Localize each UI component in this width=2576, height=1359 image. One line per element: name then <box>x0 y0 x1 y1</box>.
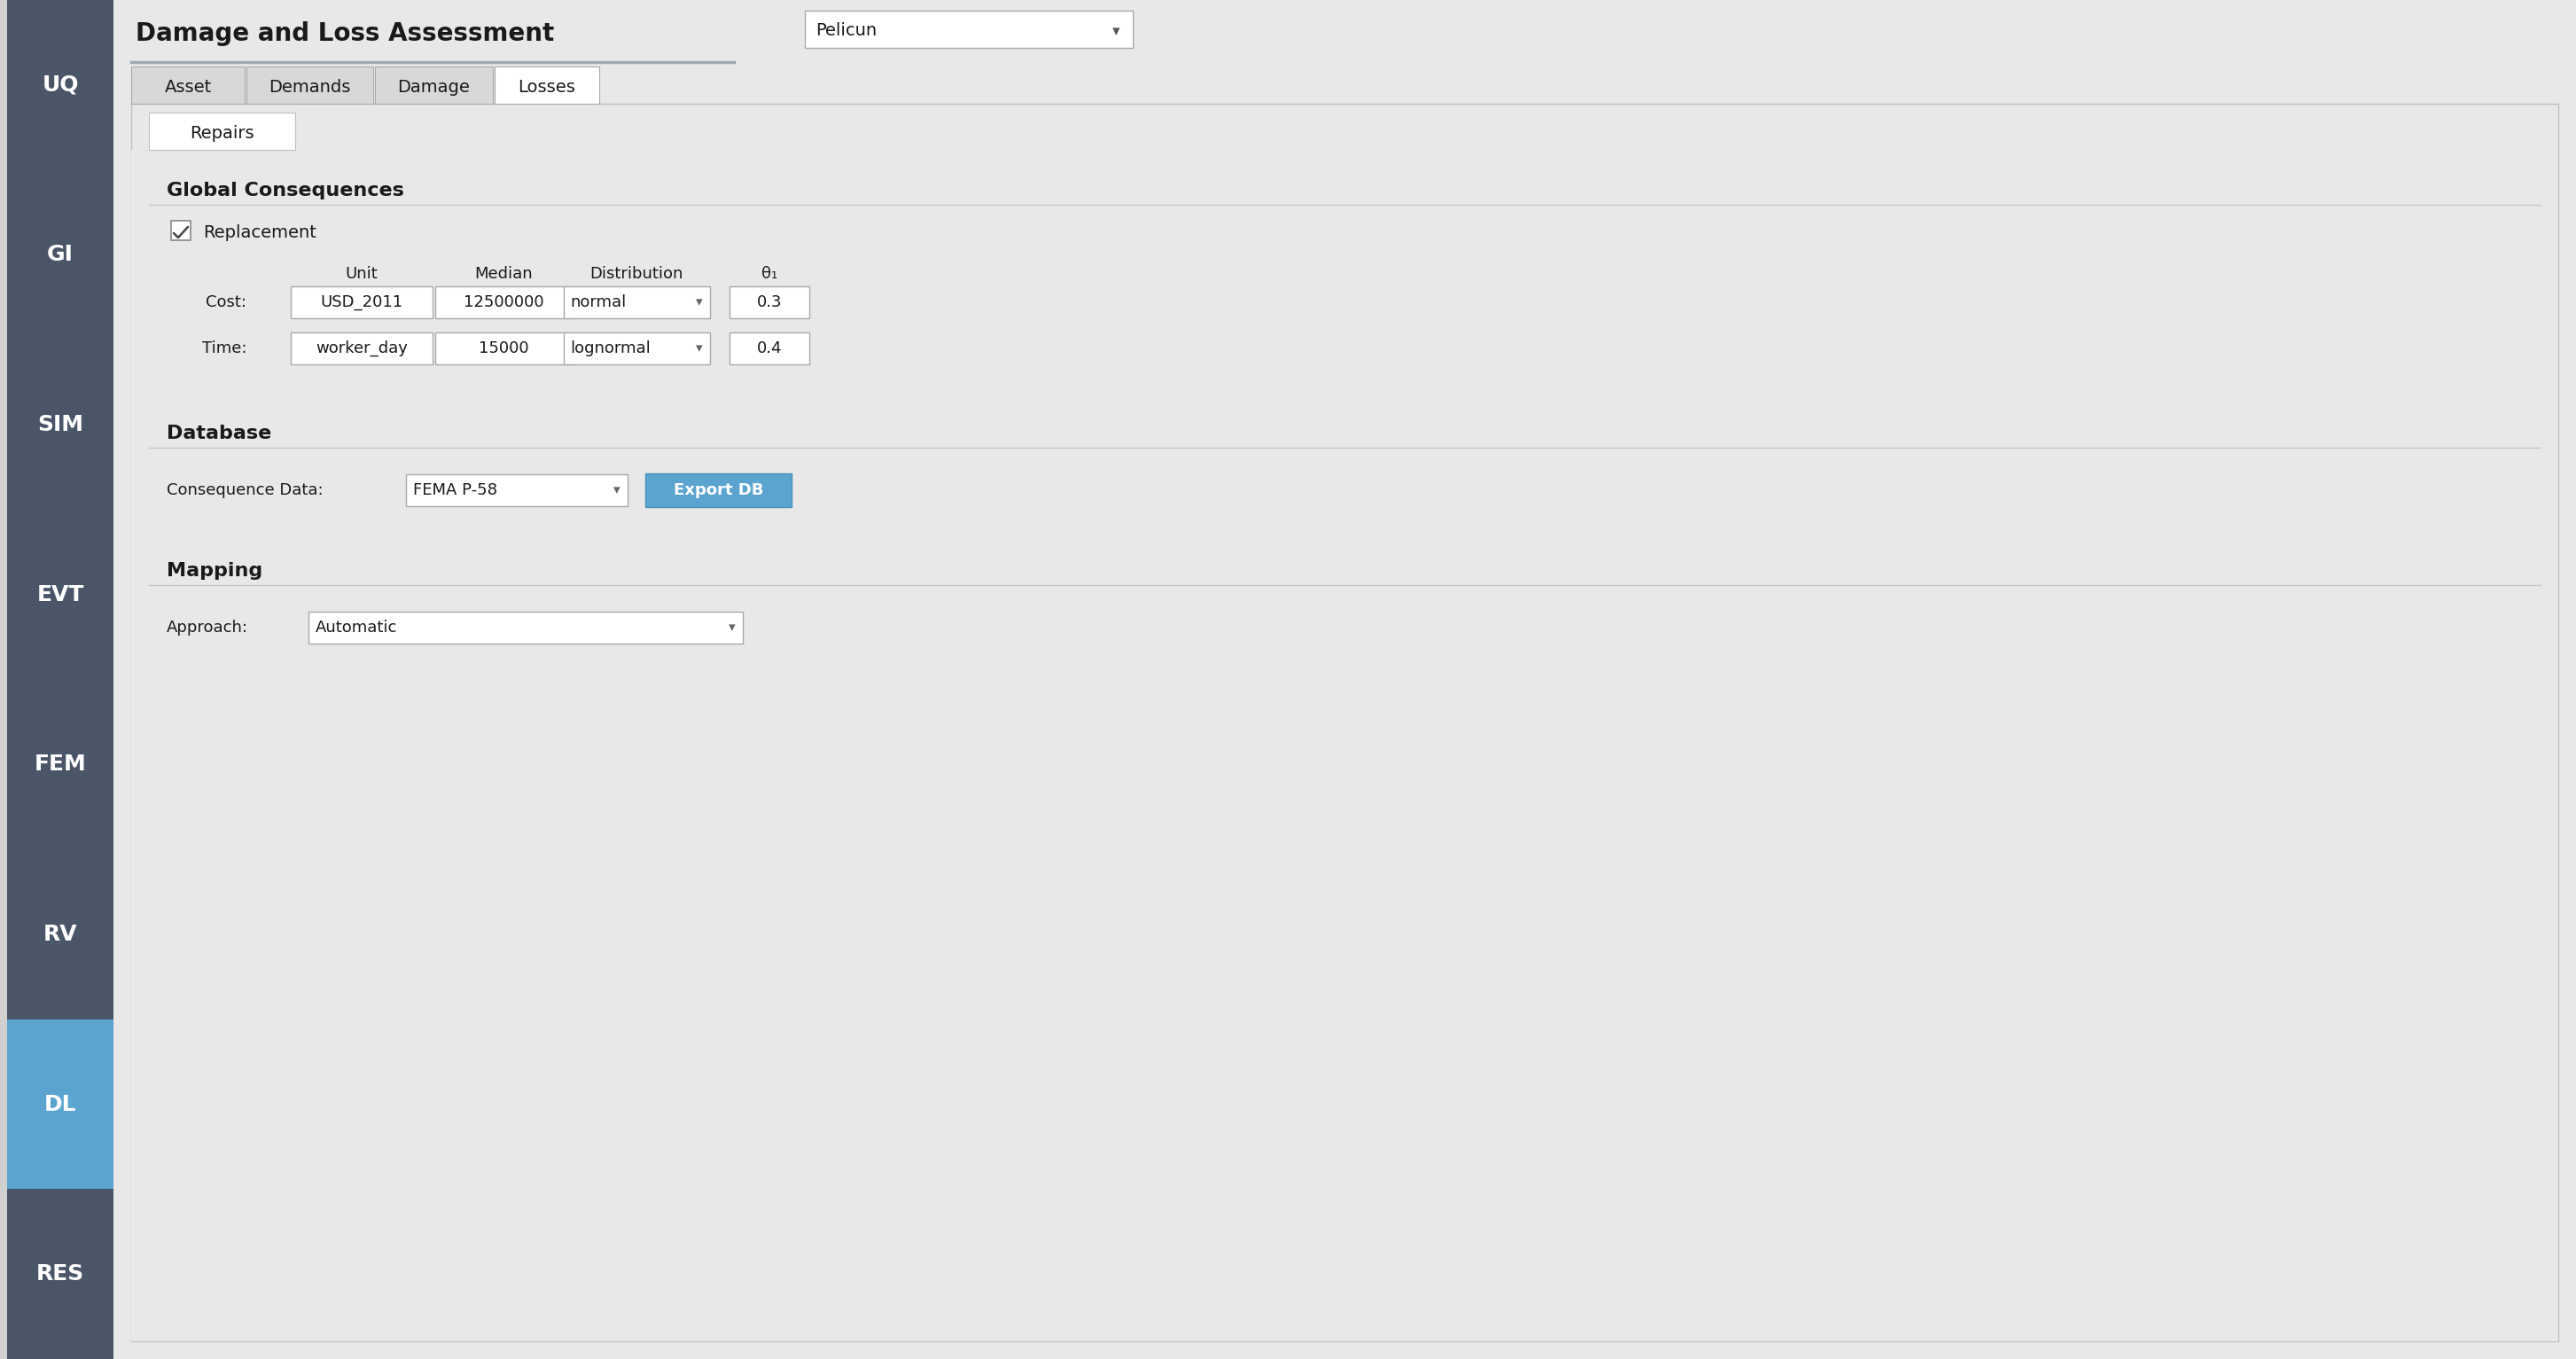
Text: worker_day: worker_day <box>317 340 407 356</box>
Bar <box>131 67 245 103</box>
Text: GI: GI <box>46 245 75 265</box>
Text: DL: DL <box>44 1094 77 1114</box>
Text: Mapping: Mapping <box>167 563 263 580</box>
Bar <box>8 0 113 1359</box>
Bar <box>8 1019 113 1189</box>
Bar <box>0 0 8 1359</box>
Text: UQ: UQ <box>41 75 80 95</box>
Text: Asset: Asset <box>165 79 211 95</box>
Text: ▾: ▾ <box>613 484 621 497</box>
Text: lognormal: lognormal <box>569 340 652 356</box>
Text: SIM: SIM <box>36 414 82 435</box>
Bar <box>435 287 572 318</box>
Text: 12500000: 12500000 <box>464 295 544 310</box>
Text: Consequence Data:: Consequence Data: <box>167 482 322 499</box>
Bar <box>495 67 600 103</box>
Bar <box>729 287 809 318</box>
Text: Unit: Unit <box>345 266 379 281</box>
Bar <box>170 220 191 241</box>
Text: Distribution: Distribution <box>590 266 683 281</box>
Text: Losses: Losses <box>518 79 574 95</box>
Text: 0.4: 0.4 <box>757 340 783 356</box>
Bar <box>131 149 2558 1341</box>
Text: 15000: 15000 <box>479 340 528 356</box>
Text: FEMA P-58: FEMA P-58 <box>412 482 497 499</box>
Text: RV: RV <box>44 924 77 945</box>
Bar <box>729 333 809 364</box>
Text: Global Consequences: Global Consequences <box>167 182 404 200</box>
Text: Repairs: Repairs <box>191 125 255 141</box>
Bar <box>564 287 708 318</box>
Text: EVT: EVT <box>36 584 85 605</box>
Text: Damage and Loss Assessment: Damage and Loss Assessment <box>137 22 554 46</box>
Text: RES: RES <box>36 1264 85 1284</box>
Text: Damage: Damage <box>397 79 471 95</box>
Text: USD_2011: USD_2011 <box>319 295 402 310</box>
Text: Demands: Demands <box>268 79 350 95</box>
Text: Automatic: Automatic <box>317 620 397 636</box>
Bar <box>247 67 374 103</box>
Bar <box>291 287 433 318</box>
Text: Time:: Time: <box>201 340 247 356</box>
Text: ▾: ▾ <box>696 341 703 355</box>
Text: FEM: FEM <box>33 754 88 775</box>
Text: normal: normal <box>569 295 626 310</box>
Text: Database: Database <box>167 424 270 443</box>
Bar <box>647 473 791 507</box>
Text: Median: Median <box>474 266 533 281</box>
Text: Cost:: Cost: <box>206 295 247 310</box>
Text: ▾: ▾ <box>1113 23 1121 39</box>
Text: ▾: ▾ <box>729 621 737 635</box>
Text: ▾: ▾ <box>696 296 703 308</box>
Bar <box>376 67 492 103</box>
Text: Pelicun: Pelicun <box>817 23 876 39</box>
Bar <box>564 333 708 364</box>
Bar <box>149 113 296 149</box>
Text: θ₁: θ₁ <box>762 266 778 281</box>
Bar <box>435 333 572 364</box>
Bar <box>804 11 1133 48</box>
Text: Replacement: Replacement <box>204 224 317 241</box>
Text: 0.3: 0.3 <box>757 295 783 310</box>
Text: Approach:: Approach: <box>167 620 247 636</box>
Bar <box>407 474 629 506</box>
Bar <box>309 612 742 644</box>
Bar <box>291 333 433 364</box>
Text: Export DB: Export DB <box>672 482 762 499</box>
